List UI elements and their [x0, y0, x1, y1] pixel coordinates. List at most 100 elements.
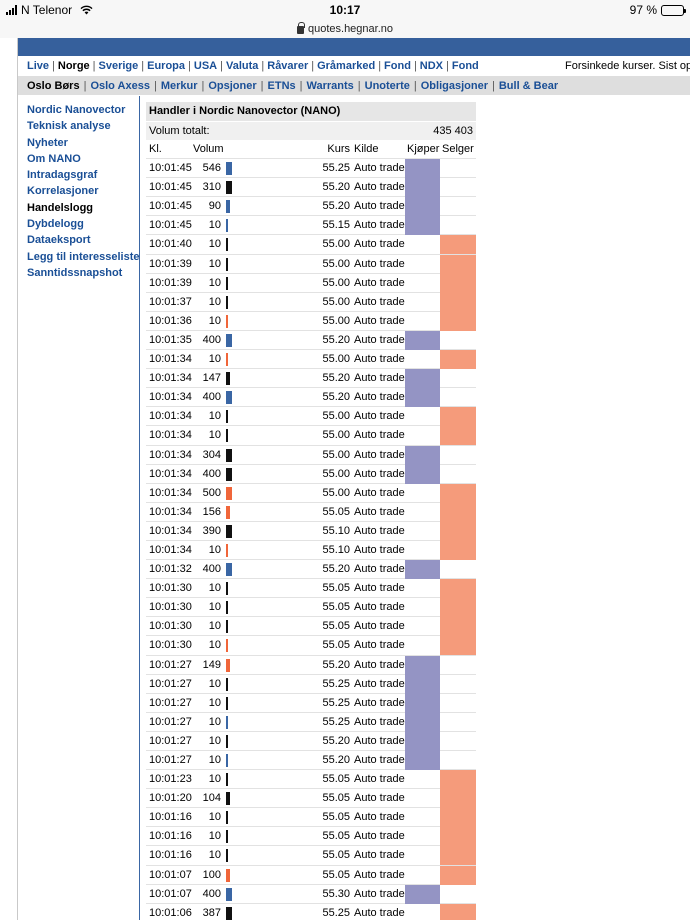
clock: 10:17	[329, 3, 361, 17]
sub-nav-oslo-axess[interactable]: Oslo Axess	[90, 79, 150, 92]
trade-price: 55.20	[322, 563, 350, 576]
seller-indicator	[440, 407, 476, 427]
volume-bar	[226, 754, 228, 767]
trade-source: Auto trade	[354, 887, 405, 900]
trade-price: 55.05	[322, 868, 350, 881]
trade-price: 55.05	[322, 773, 350, 786]
sidebar-item-dybdelogg[interactable]: Dybdelogg	[27, 218, 84, 231]
trade-price: 55.25	[322, 696, 350, 709]
sidebar-item-korrelasjoner[interactable]: Korrelasjoner	[27, 185, 99, 198]
battery-icon	[661, 4, 686, 16]
trade-source: Auto trade	[354, 467, 405, 480]
buyer-indicator	[405, 598, 440, 617]
url-bar[interactable]: quotes.hegnar.no	[0, 20, 690, 38]
status-left: N Telenor	[6, 3, 93, 17]
sub-nav-etns[interactable]: ETNs	[267, 79, 296, 92]
sub-nav-opsjoner[interactable]: Opsjoner	[208, 79, 257, 92]
trade-volume: 400	[202, 467, 221, 480]
trade-source: Auto trade	[354, 257, 405, 270]
buyer-indicator	[405, 197, 440, 217]
buyer-indicator	[405, 274, 440, 293]
table-row: 10:01:06 387 55.25 Auto trade	[146, 903, 476, 920]
table-row: 10:01:27 10 55.25 Auto trade	[146, 712, 476, 732]
trade-price: 55.15	[322, 219, 350, 232]
status-right: 97 %	[630, 3, 686, 17]
trade-volume: 400	[202, 333, 221, 346]
trade-price: 55.20	[322, 333, 350, 346]
sidebar-item-legg-til-interesseliste[interactable]: Legg til interesseliste	[27, 250, 140, 263]
trade-time: 10:01:16	[149, 830, 192, 843]
trade-volume: 10	[208, 238, 221, 251]
main-nav-norge[interactable]: Norge	[57, 60, 90, 72]
table-row: 10:01:34 156 55.05 Auto trade	[146, 502, 476, 522]
table-row: 10:01:07 400 55.30 Auto trade	[146, 884, 476, 904]
buyer-indicator	[405, 655, 440, 675]
trade-volume: 10	[208, 677, 221, 690]
table-row: 10:01:30 10 55.05 Auto trade	[146, 579, 476, 599]
buyer-indicator	[405, 884, 440, 904]
trade-time: 10:01:45	[149, 200, 192, 213]
buyer-indicator	[405, 293, 440, 312]
sub-nav-unoterte[interactable]: Unoterte	[364, 79, 410, 92]
trade-volume: 10	[208, 696, 221, 709]
sub-nav-merkur[interactable]: Merkur	[160, 79, 198, 92]
sidebar-item-om-nano[interactable]: Om NANO	[27, 152, 81, 165]
trade-source: Auto trade	[354, 353, 405, 366]
volume-bar	[226, 467, 232, 481]
trade-source: Auto trade	[354, 295, 405, 308]
main-nav-usa[interactable]: USA	[193, 60, 218, 72]
nav-separator: |	[260, 79, 264, 92]
trade-source: Auto trade	[354, 849, 405, 862]
sidebar-item-nyheter[interactable]: Nyheter	[27, 136, 68, 149]
header-price: Kurs	[327, 143, 350, 155]
trade-source: Auto trade	[354, 162, 405, 175]
main-nav-valuta[interactable]: Valuta	[225, 60, 259, 72]
main-nav-ravarer[interactable]: Råvarer	[267, 60, 309, 72]
main-nav-gramarked[interactable]: Gråmarked	[317, 60, 376, 72]
sidebar-item-nordic-nanovector[interactable]: Nordic Nanovector	[27, 104, 126, 116]
volume-bar	[226, 238, 228, 252]
main-nav-fond[interactable]: Fond	[384, 60, 411, 72]
main-nav-europa[interactable]: Europa	[147, 60, 186, 72]
volume-bar	[226, 162, 232, 176]
buyer-indicator	[405, 579, 440, 598]
seller-indicator	[440, 331, 476, 350]
trade-source: Auto trade	[354, 696, 405, 709]
trade-time: 10:01:27	[149, 658, 192, 671]
sidebar-item-dataeksport[interactable]: Dataeksport	[27, 234, 91, 247]
trade-price: 55.05	[322, 639, 350, 652]
buyer-indicator	[405, 636, 440, 655]
main-nav-fond-2[interactable]: Fond	[451, 60, 479, 72]
url-text[interactable]: quotes.hegnar.no	[307, 23, 394, 35]
trade-price: 55.20	[322, 754, 350, 766]
buyer-indicator	[405, 484, 440, 503]
main-nav-sverige[interactable]: Sverige	[98, 60, 139, 72]
nav-separator: |	[357, 79, 361, 92]
nav-separator: |	[188, 60, 191, 72]
sidebar-item-intradagsgraf[interactable]: Intradagsgraf	[27, 169, 98, 182]
seller-indicator	[440, 617, 476, 637]
table-row: 10:01:35 400 55.20 Auto trade	[146, 330, 476, 351]
sidebar-item-teknisk-analyse[interactable]: Teknisk analyse	[27, 120, 111, 133]
trade-time: 10:01:34	[149, 467, 192, 480]
trade-time: 10:01:34	[149, 486, 192, 499]
volume-bar	[226, 696, 228, 710]
seller-indicator	[440, 465, 476, 484]
trade-source: Auto trade	[354, 677, 405, 690]
volume-bar	[226, 410, 228, 424]
buyer-indicator	[405, 674, 440, 694]
seller-indicator	[440, 178, 476, 197]
sub-nav-obligasjoner[interactable]: Obligasjoner	[420, 79, 488, 92]
status-bar: N Telenor 10:17 97 %	[0, 0, 690, 20]
main-nav-live[interactable]: Live	[27, 60, 50, 72]
sidebar-item-handelslogg[interactable]: Handelslogg	[27, 201, 94, 214]
sidebar-item-sanntidssnapshot[interactable]: Sanntidssnapshot	[27, 266, 123, 279]
seller-indicator	[440, 675, 476, 694]
sub-nav-bull-and-bear[interactable]: Bull & Bear	[498, 79, 559, 92]
seller-indicator	[440, 846, 476, 866]
sub-nav-oslo-bors[interactable]: Oslo Børs	[27, 79, 80, 92]
sub-nav-warrants[interactable]: Warrants	[306, 79, 354, 92]
volume-bar	[226, 830, 228, 844]
main-nav-ndx[interactable]: NDX	[419, 60, 444, 72]
trade-rows: 10:01:45 546 55.25 Auto trade 10:01:45 310 55.…	[146, 159, 476, 920]
